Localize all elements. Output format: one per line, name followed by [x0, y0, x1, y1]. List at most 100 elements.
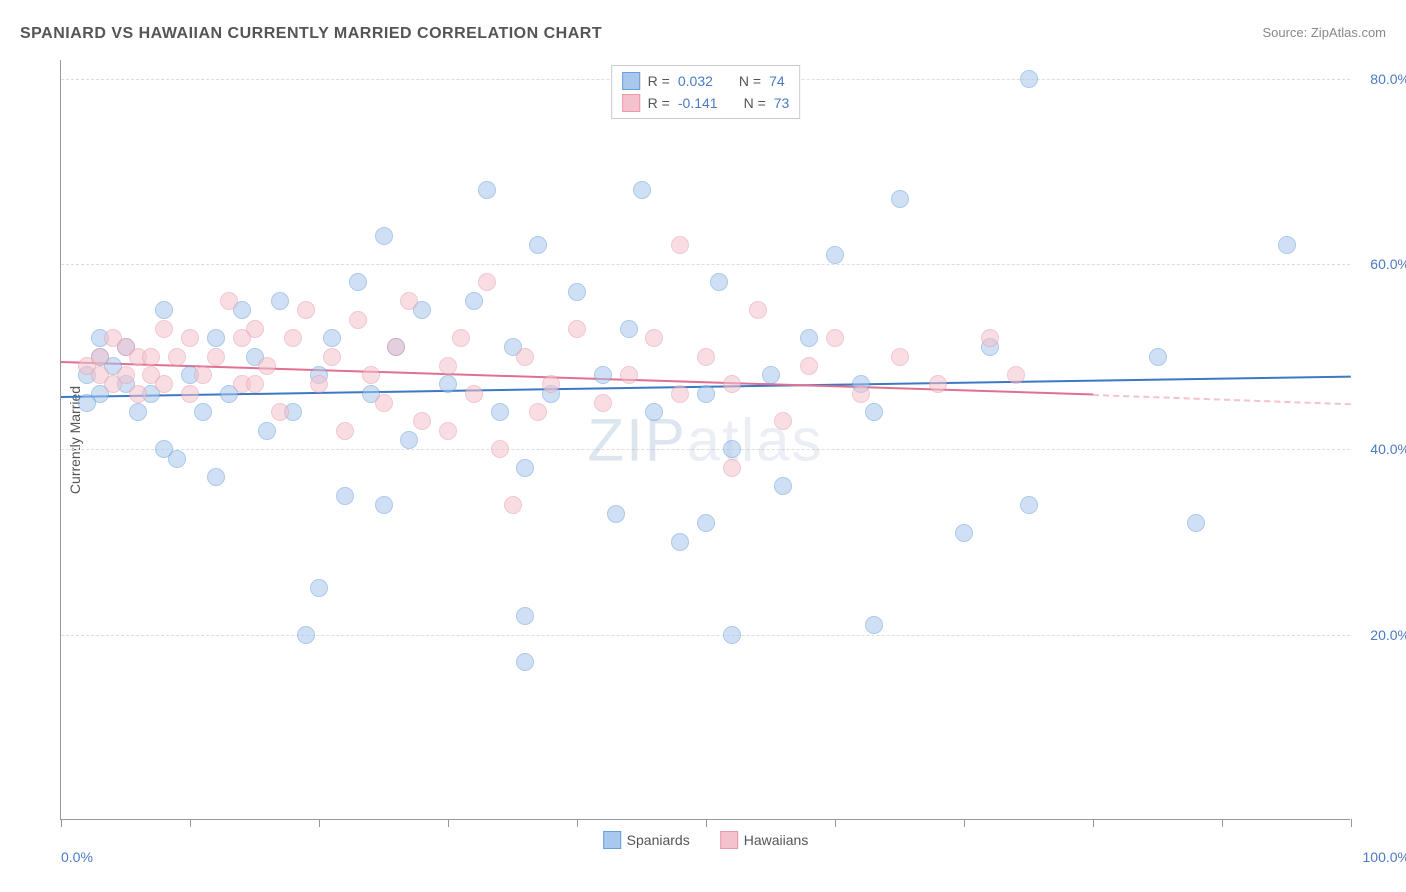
scatter-point	[297, 626, 315, 644]
legend-series-label: Hawaiians	[744, 832, 809, 848]
scatter-point	[491, 440, 509, 458]
scatter-point	[710, 273, 728, 291]
trend-line	[1093, 394, 1351, 405]
source-label: Source: ZipAtlas.com	[1262, 25, 1386, 40]
legend-n-value: 74	[769, 73, 785, 89]
scatter-point	[349, 273, 367, 291]
scatter-point	[271, 292, 289, 310]
scatter-point	[671, 236, 689, 254]
y-tick-label: 60.0%	[1360, 256, 1406, 272]
scatter-point	[362, 366, 380, 384]
legend-bottom: Spaniards Hawaiians	[603, 831, 809, 849]
scatter-point	[1187, 514, 1205, 532]
legend-swatch	[720, 831, 738, 849]
scatter-point	[607, 505, 625, 523]
scatter-point	[413, 412, 431, 430]
scatter-point	[336, 422, 354, 440]
scatter-point	[774, 477, 792, 495]
scatter-point	[568, 283, 586, 301]
scatter-point	[697, 348, 715, 366]
x-tick	[577, 819, 578, 827]
legend-swatch	[603, 831, 621, 849]
scatter-point	[220, 292, 238, 310]
gridline	[61, 264, 1350, 265]
scatter-point	[1020, 70, 1038, 88]
scatter-point	[800, 329, 818, 347]
scatter-point	[207, 348, 225, 366]
scatter-point	[168, 348, 186, 366]
scatter-point	[478, 273, 496, 291]
y-tick-label: 20.0%	[1360, 627, 1406, 643]
plot-area: Currently Married 20.0%40.0%60.0%80.0% 0…	[60, 60, 1350, 820]
scatter-point	[310, 579, 328, 597]
x-max-label: 100.0%	[1363, 849, 1406, 865]
scatter-point	[1007, 366, 1025, 384]
legend-series-label: Spaniards	[627, 832, 690, 848]
scatter-point	[194, 403, 212, 421]
legend-bottom-item: Hawaiians	[720, 831, 809, 849]
scatter-point	[375, 394, 393, 412]
scatter-point	[697, 385, 715, 403]
x-tick	[448, 819, 449, 827]
scatter-point	[891, 348, 909, 366]
scatter-point	[800, 357, 818, 375]
scatter-point	[452, 329, 470, 347]
legend-n-value: 73	[774, 95, 790, 111]
scatter-point	[439, 357, 457, 375]
scatter-point	[491, 403, 509, 421]
scatter-point	[375, 227, 393, 245]
legend-swatch	[622, 72, 640, 90]
gridline	[61, 449, 1350, 450]
scatter-point	[981, 329, 999, 347]
scatter-point	[478, 181, 496, 199]
scatter-point	[826, 329, 844, 347]
scatter-point	[645, 329, 663, 347]
scatter-point	[439, 375, 457, 393]
legend-r-label: R =	[648, 95, 670, 111]
scatter-point	[697, 514, 715, 532]
scatter-point	[349, 311, 367, 329]
scatter-point	[826, 246, 844, 264]
scatter-point	[1149, 348, 1167, 366]
x-tick	[319, 819, 320, 827]
legend-r-value: -0.141	[678, 95, 718, 111]
scatter-point	[568, 320, 586, 338]
scatter-point	[723, 626, 741, 644]
scatter-point	[271, 403, 289, 421]
x-tick	[1093, 819, 1094, 827]
scatter-point	[387, 338, 405, 356]
legend-r-value: 0.032	[678, 73, 713, 89]
legend-n-label: N =	[744, 95, 766, 111]
scatter-point	[258, 422, 276, 440]
scatter-point	[749, 301, 767, 319]
scatter-point	[207, 468, 225, 486]
scatter-point	[620, 320, 638, 338]
scatter-point	[323, 348, 341, 366]
scatter-point	[516, 459, 534, 477]
scatter-point	[865, 616, 883, 634]
scatter-point	[91, 366, 109, 384]
scatter-point	[465, 385, 483, 403]
scatter-point	[155, 320, 173, 338]
scatter-point	[633, 181, 651, 199]
scatter-point	[891, 190, 909, 208]
scatter-point	[181, 329, 199, 347]
scatter-point	[465, 292, 483, 310]
scatter-point	[78, 394, 96, 412]
scatter-point	[336, 487, 354, 505]
scatter-point	[723, 440, 741, 458]
scatter-point	[645, 403, 663, 421]
scatter-point	[671, 533, 689, 551]
scatter-point	[620, 366, 638, 384]
scatter-point	[181, 385, 199, 403]
scatter-point	[852, 385, 870, 403]
scatter-point	[594, 394, 612, 412]
scatter-point	[117, 366, 135, 384]
scatter-point	[774, 412, 792, 430]
scatter-point	[194, 366, 212, 384]
scatter-point	[516, 653, 534, 671]
scatter-point	[142, 348, 160, 366]
scatter-point	[155, 375, 173, 393]
scatter-point	[1278, 236, 1296, 254]
scatter-point	[671, 385, 689, 403]
